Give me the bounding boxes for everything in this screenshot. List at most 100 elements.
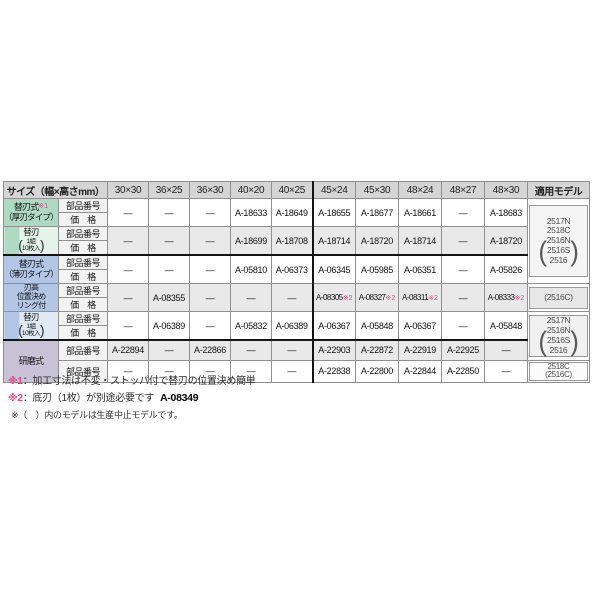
- column-header: 48×27: [441, 181, 485, 199]
- part-number-cell: A-18649: [271, 198, 313, 227]
- applicable-model-cell: 2518C (2516C): [527, 359, 590, 383]
- model-name: 2517N: [546, 215, 571, 226]
- part-number-cell: A-18677: [355, 198, 399, 227]
- part-number-cell: —: [148, 226, 190, 256]
- row-label-line: リング付: [16, 300, 47, 310]
- part-number-cell: A-08355: [148, 283, 190, 312]
- row-label-line: 替刃式※1: [13, 202, 49, 213]
- table-row: 価 格: [4, 325, 590, 341]
- discontinued-model-group: ( 2516N 2516S 2516 ): [538, 324, 579, 355]
- part-number-cell: —: [107, 311, 149, 341]
- column-header: 36×25: [148, 181, 190, 199]
- part-number-cell: A-06345: [311, 254, 356, 284]
- table-row: 替刃 ( 1組 10枚入 ) 部品番号 — — — A-18699 A-1870…: [3, 226, 590, 256]
- row-label-replaceable-thick: 替刃式※1 （厚刃タイプ）: [3, 198, 59, 227]
- row-label-spare-blade-thick: 替刃 ( 1組 10枚入 ): [3, 226, 59, 256]
- part-number-text: A-08311: [402, 293, 429, 302]
- part-number-cell: —: [230, 339, 272, 361]
- part-number-cell: A-22866: [189, 339, 231, 361]
- model-name: 2518C: [546, 225, 571, 236]
- row-label-line: （薄刃タイプ）: [4, 268, 58, 279]
- footnote2-marker: ※2: [342, 295, 353, 302]
- part-number-cell: A-18714: [311, 226, 356, 256]
- footnotes: ※1：加工寸法は不変・ストッパ付で替刃の位置決め簡単 ※2：底刃（1枚）が別途必…: [8, 375, 256, 421]
- part-number-cell: —: [441, 311, 485, 341]
- part-number-cell: —: [107, 198, 149, 227]
- big-paren-close: ): [40, 237, 44, 254]
- table-row: 替刃式※1 （厚刃タイプ） 部品番号 — — — A-18633 A-18649…: [3, 198, 590, 284]
- big-paren-open: (: [18, 237, 22, 254]
- part-number-cell: A-06373: [271, 254, 313, 284]
- column-header: 48×24: [398, 181, 442, 199]
- part-number-cell: A-18683: [484, 198, 528, 227]
- blade-qty-group: ( 1組 10枚入 ): [5, 237, 58, 254]
- part-number-cell: A-08327※2: [355, 283, 399, 312]
- part-no-label: 部品番号: [58, 339, 108, 361]
- part-number-cell: A-06389: [148, 311, 190, 341]
- price-label: 価 格: [58, 297, 108, 312]
- part-number-cell: A-06389: [271, 311, 313, 341]
- part-no-label: 部品番号: [58, 359, 108, 383]
- row-label-line: 替刃: [23, 227, 39, 238]
- part-number-cell: A-06367: [398, 311, 442, 341]
- part-number-cell: A-05848: [484, 311, 528, 341]
- footnote2-text: ：底刃（1枚）が別途必要です: [22, 392, 155, 404]
- part-number-cell: —: [441, 254, 485, 284]
- row-label-spare-blade-thin: 替刃 ( 1組 10枚入 ): [3, 311, 59, 341]
- row-label-grinding: 研磨式: [3, 338, 59, 383]
- part-number-cell: A-08311※2: [398, 283, 442, 312]
- model-name: (2516C): [545, 370, 572, 380]
- part-number-cell: —: [107, 254, 149, 284]
- part-number-cell: A-22800: [355, 359, 399, 383]
- part-number-cell: A-05985: [355, 254, 399, 284]
- part-number-cell: A-22838: [311, 359, 356, 383]
- table-row: 替刃式 （薄刃タイプ） 部品番号 — — — A-05810 A-06373 A…: [3, 254, 590, 284]
- footnote2-marker: ※2: [514, 295, 525, 302]
- discontinued-model-group: ( 2516N 2516S 2516 ): [538, 234, 579, 267]
- price-label: 価 格: [58, 325, 108, 341]
- part-number-cell: A-05810: [230, 254, 272, 284]
- part-number-cell: —: [189, 226, 231, 256]
- part-number-cell: —: [441, 283, 485, 312]
- footnote2-marker: ※2: [385, 295, 396, 302]
- part-number-cell: A-22850: [441, 359, 485, 383]
- model-name: 2516S: [546, 244, 571, 255]
- footnote2-part-number: A-08349: [160, 391, 199, 404]
- column-header: 48×30: [484, 181, 528, 199]
- part-no-label: 部品番号: [58, 226, 108, 241]
- part-number-cell: A-06351: [398, 254, 442, 284]
- model-name: 2516: [549, 344, 568, 355]
- table-row: 刃高 位置決め リング付 部品番号 — A-08355 — — — A-0830…: [3, 283, 590, 312]
- part-number-cell: A-06367: [311, 311, 356, 341]
- part-number-cell: —: [230, 283, 272, 312]
- part-number-cell: A-05832: [230, 311, 272, 341]
- part-number-cell: —: [189, 254, 231, 284]
- applicable-model-cell: (2516C): [527, 283, 590, 312]
- row-label-line: 替刃式: [18, 259, 44, 270]
- table-row: 研磨式 部品番号 A-22894 — A-22866 — — A-22903 A…: [3, 338, 590, 383]
- part-number-cell: —: [107, 359, 149, 383]
- model-name: 2518C: [547, 361, 570, 371]
- part-number-cell: —: [107, 283, 149, 312]
- footnote2-mark: ※2: [8, 392, 23, 404]
- part-number-cell: —: [441, 226, 485, 256]
- part-no-label: 部品番号: [58, 198, 108, 213]
- table-row: 価 格: [4, 297, 590, 312]
- model-name: (2516C): [544, 291, 573, 302]
- model-name: 2516N: [546, 235, 571, 246]
- model-name: 2516N: [546, 324, 571, 335]
- part-number-cell: —: [271, 339, 313, 361]
- column-header: 36×30: [189, 181, 231, 199]
- applicable-model-header: 適用モデル: [527, 181, 590, 199]
- part-number-cell: —: [441, 198, 485, 227]
- big-paren-open: (: [18, 322, 22, 339]
- part-number-cell: —: [107, 226, 149, 256]
- size-header: サイズ（幅×高さmm）: [3, 181, 108, 199]
- part-no-label: 部品番号: [58, 254, 108, 270]
- part-number-cell: —: [484, 339, 528, 361]
- part-number-cell: A-05848: [355, 311, 399, 341]
- big-paren-close: ): [570, 234, 579, 267]
- column-header: 40×20: [230, 181, 272, 199]
- part-number-cell: A-18714: [398, 226, 442, 256]
- row-label-line: 替刃: [23, 312, 39, 323]
